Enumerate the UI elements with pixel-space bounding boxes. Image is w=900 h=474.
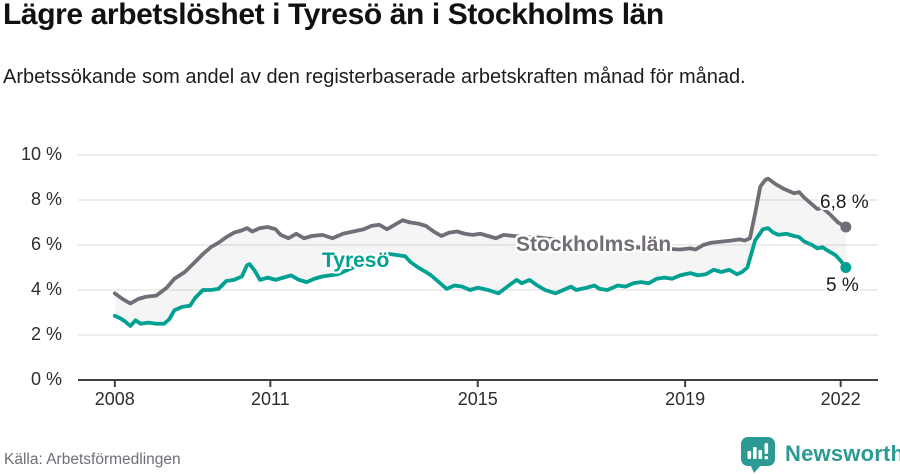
x-tick-label: 2008 <box>94 389 135 409</box>
series-label-tyreso: Tyresö <box>322 249 390 272</box>
series-line-tyreso <box>112 226 848 328</box>
end-dot-stockholm <box>840 221 852 233</box>
between-series-band <box>114 178 846 326</box>
x-tick-label: 2015 <box>457 389 498 409</box>
newsworthy-bubble-chart-icon <box>741 437 775 473</box>
end-dot-tyreso <box>840 262 852 273</box>
series-line-stockholm <box>112 176 848 306</box>
y-tick-label: 8 % <box>30 189 62 209</box>
x-tick-label: 2019 <box>665 389 706 409</box>
x-tick-label: 2022 <box>820 389 861 409</box>
y-tick-label: 10 % <box>20 144 62 164</box>
newsworthy-wordmark: Newsworthy <box>785 441 900 466</box>
series-label-stockholm: Stockholms län <box>516 233 672 256</box>
y-tick-label: 0 % <box>30 369 62 389</box>
newsworthy-logo: Newsworthy <box>740 435 900 473</box>
end-value-label-stockholm: 6,8 % <box>820 192 869 213</box>
chart-title: Lägre arbetslöshet i Tyresö än i Stockho… <box>3 0 664 31</box>
y-tick-label: 2 % <box>30 324 62 344</box>
x-tick-label: 2011 <box>250 389 290 409</box>
source-note: Källa: Arbetsförmedlingen <box>4 451 181 468</box>
chart-subtitle: Arbetssökande som andel av den registerb… <box>3 66 746 88</box>
y-tick-label: 4 % <box>30 279 62 299</box>
end-value-label-tyreso: 5 % <box>826 275 859 296</box>
y-tick-label: 6 % <box>30 234 62 254</box>
